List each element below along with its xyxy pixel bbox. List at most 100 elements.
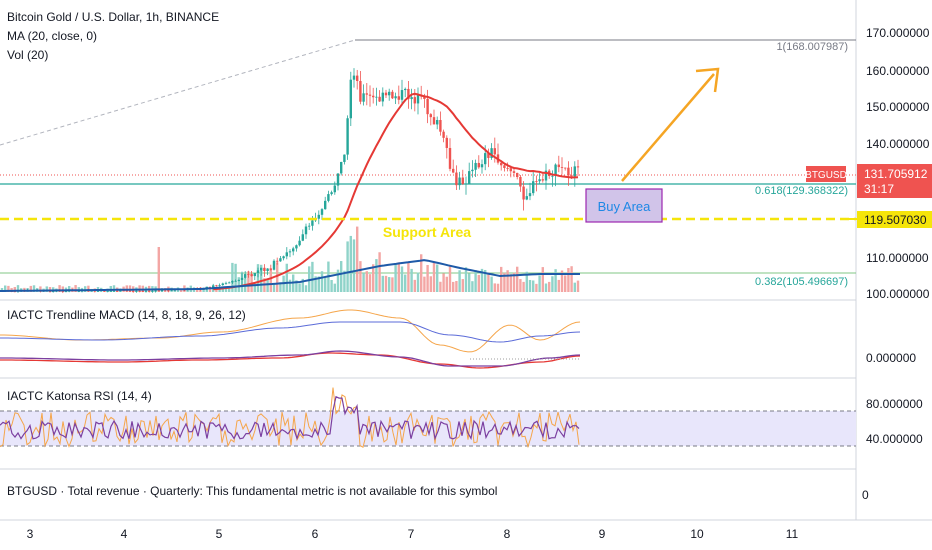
- candle-body: [564, 167, 567, 169]
- candle-body: [525, 196, 528, 200]
- volume-indicator-label[interactable]: Vol (20): [7, 48, 48, 62]
- chart-title: Bitcoin Gold / U.S. Dollar, 1h, BINANCE: [7, 10, 219, 24]
- candle-body: [455, 172, 458, 186]
- volume-bar: [234, 263, 237, 292]
- volume-bar: [400, 266, 404, 292]
- volume-bar: [442, 273, 445, 292]
- volume-bar: [468, 273, 471, 292]
- volume-bar: [84, 286, 87, 292]
- volume-bar: [4, 285, 7, 292]
- trend-line-dashed[interactable]: [0, 39, 356, 146]
- candle-body: [500, 162, 503, 166]
- time-tick: 10: [690, 527, 704, 541]
- candle-body: [247, 274, 250, 275]
- volume-bar: [301, 278, 304, 292]
- candle-body: [506, 167, 509, 169]
- volume-ma-line[interactable]: [0, 259, 580, 292]
- candle-body: [458, 177, 461, 186]
- candle-body: [372, 95, 375, 98]
- volume-bar: [202, 288, 205, 292]
- candle-body: [359, 81, 362, 102]
- candle-body: [423, 96, 426, 99]
- volume-bar: [196, 288, 199, 292]
- volume-bar: [548, 281, 551, 292]
- candle-body: [567, 167, 570, 176]
- bar-countdown: 31:17: [864, 182, 894, 196]
- price-axis-panel[interactable]: [856, 0, 932, 550]
- candle-body: [208, 286, 212, 288]
- target-arrow-head: [695, 67, 720, 93]
- volume-bar: [32, 285, 36, 292]
- volume-bar: [39, 286, 42, 292]
- buy-area-box[interactable]: [585, 188, 663, 223]
- time-tick: 6: [312, 527, 319, 541]
- ma-indicator-label[interactable]: MA (20, close, 0): [7, 29, 97, 43]
- candle-body: [324, 200, 327, 210]
- revenue-indicator-label[interactable]: BTGUSD · Total revenue · Quarterly: This…: [7, 484, 497, 498]
- volume-bar: [557, 279, 560, 292]
- volume-bar: [388, 277, 391, 292]
- time-axis[interactable]: 3 4 5 6 7 8 9 10 11: [27, 527, 799, 541]
- volume-bar: [224, 286, 228, 292]
- candle-body: [266, 268, 269, 272]
- volume-bar: [349, 235, 352, 292]
- candle-body: [509, 168, 512, 172]
- support-area-label[interactable]: Support Area: [383, 224, 471, 240]
- volume-bar: [314, 276, 317, 292]
- volume-bar: [269, 268, 272, 292]
- rsi-pane[interactable]: IACTC Katonsa RSI (14, 4) 80.000000 40.0…: [0, 387, 923, 449]
- volume-bar: [496, 283, 500, 292]
- time-tick: 3: [27, 527, 34, 541]
- volume-bar: [551, 276, 554, 292]
- candle-body: [474, 162, 477, 170]
- candle-body: [487, 153, 490, 158]
- price-badge-bg: [857, 164, 932, 198]
- candle-body: [128, 290, 132, 292]
- candle-body: [244, 274, 247, 278]
- candle-body: [365, 93, 368, 95]
- volume-bar: [272, 284, 276, 292]
- macd-pane[interactable]: IACTC Trendline MACD (14, 8, 18, 9, 26, …: [0, 308, 916, 369]
- volume-bar: [455, 280, 458, 292]
- candle-body: [468, 171, 471, 184]
- candle-body: [333, 185, 336, 193]
- volume-bar: [538, 275, 541, 292]
- volume-bar: [493, 283, 496, 292]
- candle-body: [490, 148, 493, 158]
- volume-bar: [474, 270, 477, 292]
- volume-bar: [228, 288, 231, 292]
- candle-body: [394, 96, 397, 99]
- candle-body: [544, 170, 548, 181]
- volume-bar: [256, 264, 260, 292]
- candle-body: [573, 166, 576, 177]
- candle-body: [426, 98, 429, 115]
- macd-indicator-label[interactable]: IACTC Trendline MACD (14, 8, 18, 9, 26, …: [7, 308, 246, 322]
- candle-body: [477, 162, 480, 168]
- rsi-indicator-label[interactable]: IACTC Katonsa RSI (14, 4): [7, 389, 152, 403]
- volume-bar: [541, 267, 544, 292]
- volume-bar: [29, 285, 32, 292]
- target-arrow-shaft[interactable]: [621, 73, 715, 182]
- volume-bar: [333, 283, 336, 292]
- volume-bar: [362, 273, 365, 292]
- volume-bar: [525, 271, 528, 292]
- current-price-badge[interactable]: BTGUSD 131.705912 31:17: [805, 164, 932, 198]
- candle-body: [282, 256, 285, 259]
- volume-bar: [45, 286, 48, 292]
- candle-body: [330, 192, 333, 195]
- candle-body: [551, 175, 554, 177]
- candle-body: [269, 268, 272, 270]
- symbol-badge: BTGUSD: [805, 170, 847, 181]
- ma-line[interactable]: [213, 92, 579, 291]
- candle-body: [538, 179, 541, 182]
- candle-body: [263, 267, 266, 272]
- candlesticks[interactable]: [0, 68, 580, 294]
- candle-body: [378, 96, 381, 102]
- candle-body: [576, 166, 580, 168]
- volume-bar: [285, 263, 288, 292]
- price-tick: 150.000000: [866, 100, 930, 114]
- support-price-badge[interactable]: 119.507030: [846, 211, 932, 228]
- support-price-value: 119.507030: [864, 213, 927, 227]
